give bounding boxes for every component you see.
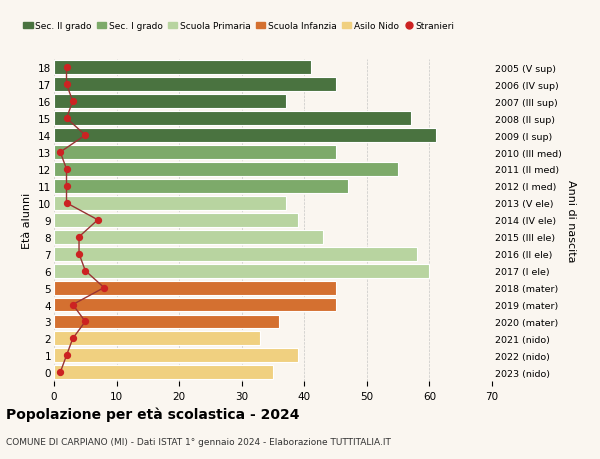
Bar	[54, 179, 348, 193]
Point	[62, 352, 71, 359]
Bar	[54, 112, 410, 126]
Point	[93, 217, 103, 224]
Point	[80, 318, 90, 325]
Bar	[54, 78, 335, 92]
Point	[80, 132, 90, 140]
Bar	[54, 332, 260, 346]
Bar	[54, 349, 298, 363]
Point	[62, 81, 71, 89]
Point	[62, 183, 71, 190]
Point	[68, 98, 77, 106]
Point	[62, 200, 71, 207]
Point	[68, 301, 77, 308]
Text: Popolazione per età scolastica - 2024: Popolazione per età scolastica - 2024	[6, 406, 299, 421]
Bar	[54, 365, 273, 380]
Point	[99, 284, 109, 291]
Bar	[54, 196, 286, 210]
Point	[55, 149, 65, 157]
Bar	[54, 281, 335, 295]
Bar	[54, 146, 335, 160]
Point	[62, 166, 71, 173]
Bar	[54, 264, 430, 278]
Point	[62, 64, 71, 72]
Bar	[54, 162, 398, 177]
Point	[68, 335, 77, 342]
Point	[62, 115, 71, 123]
Point	[74, 234, 84, 241]
Y-axis label: Anni di nascita: Anni di nascita	[566, 179, 575, 262]
Point	[55, 369, 65, 376]
Point	[74, 251, 84, 258]
Legend: Sec. II grado, Sec. I grado, Scuola Primaria, Scuola Infanzia, Asilo Nido, Stran: Sec. II grado, Sec. I grado, Scuola Prim…	[23, 22, 455, 31]
Bar	[54, 298, 335, 312]
Bar	[54, 230, 323, 244]
Bar	[54, 129, 436, 143]
Bar	[54, 61, 311, 75]
Bar	[54, 247, 417, 261]
Bar	[54, 213, 298, 227]
Bar	[54, 95, 286, 109]
Text: COMUNE DI CARPIANO (MI) - Dati ISTAT 1° gennaio 2024 - Elaborazione TUTTITALIA.I: COMUNE DI CARPIANO (MI) - Dati ISTAT 1° …	[6, 437, 391, 446]
Bar	[54, 315, 279, 329]
Y-axis label: Età alunni: Età alunni	[22, 192, 32, 248]
Point	[80, 268, 90, 275]
